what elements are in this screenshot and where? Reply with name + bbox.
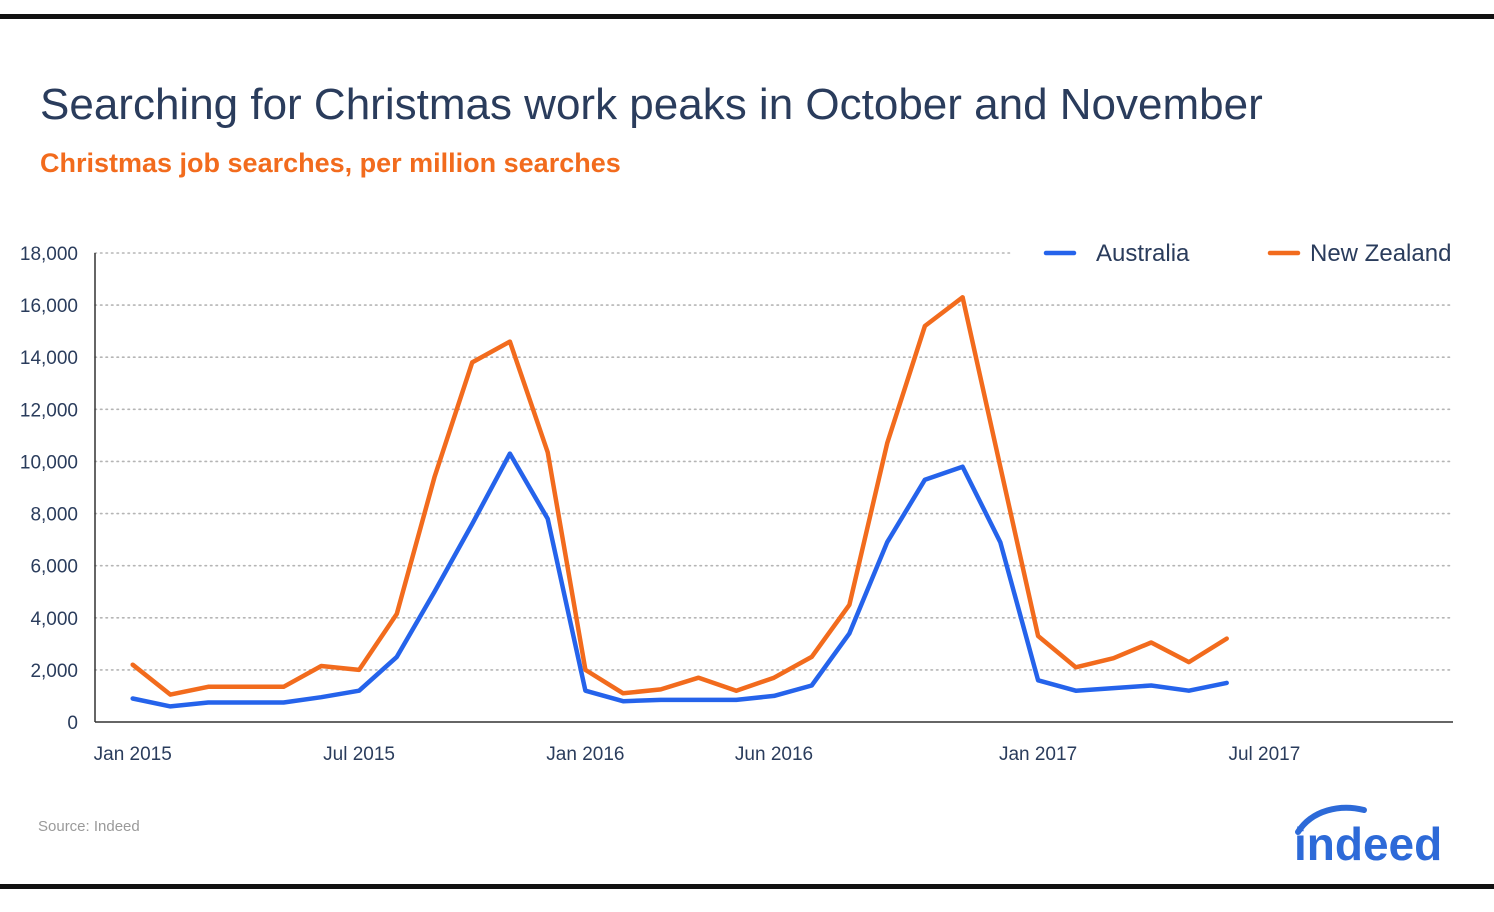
x-tick-label: Jan 2015 bbox=[94, 744, 172, 765]
x-tick-label: Jul 2017 bbox=[1228, 744, 1300, 765]
y-tick-label: 4,000 bbox=[30, 609, 78, 630]
x-tick-label: Jul 2015 bbox=[323, 744, 395, 765]
y-tick-label: 6,000 bbox=[30, 557, 78, 578]
series-line-new-zealand bbox=[130, 295, 1229, 697]
y-tick-label: 0 bbox=[67, 713, 78, 734]
x-tick-label: Jun 2016 bbox=[735, 744, 813, 765]
top-rule bbox=[0, 14, 1494, 19]
chart-subtitle: Christmas job searches, per million sear… bbox=[40, 148, 621, 178]
bottom-rule bbox=[0, 884, 1494, 889]
indeed-logo: indeed bbox=[1294, 804, 1442, 866]
chart-title: Searching for Christmas work peaks in Oc… bbox=[40, 80, 1263, 129]
y-tick-label: 18,000 bbox=[20, 244, 78, 265]
y-tick-label: 12,000 bbox=[20, 400, 78, 421]
series-line-australia bbox=[130, 451, 1229, 709]
source-note: Source: Indeed bbox=[38, 818, 140, 835]
logo-text: indeed bbox=[1294, 818, 1442, 866]
y-tick-label: 10,000 bbox=[20, 452, 78, 473]
x-tick-label: Jan 2016 bbox=[546, 744, 624, 765]
y-tick-label: 2,000 bbox=[30, 661, 78, 682]
x-tick-label: Jan 2017 bbox=[999, 744, 1077, 765]
y-tick-label: 16,000 bbox=[20, 296, 78, 317]
y-tick-label: 14,000 bbox=[20, 348, 78, 369]
legend-label-australia: Australia bbox=[1096, 240, 1190, 267]
y-tick-label: 8,000 bbox=[30, 505, 78, 526]
legend-label-new-zealand: New Zealand bbox=[1310, 240, 1451, 267]
